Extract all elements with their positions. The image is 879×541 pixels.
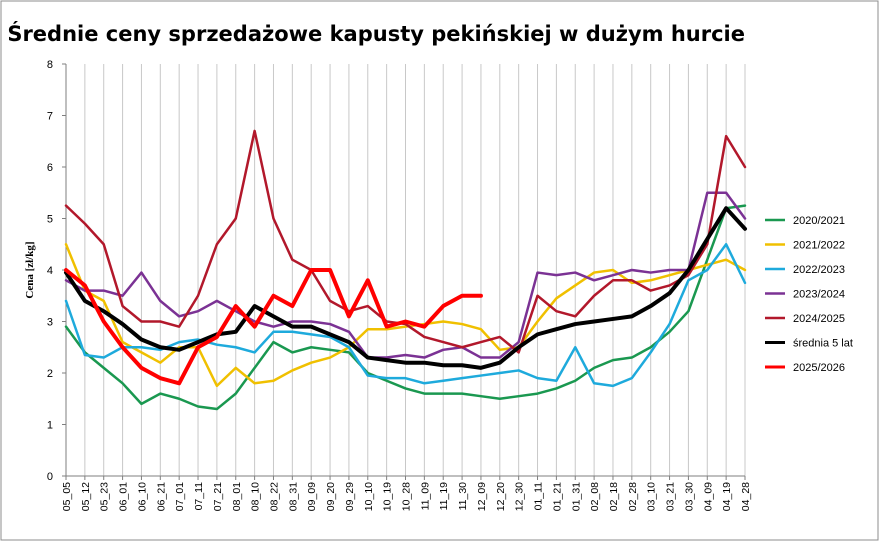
x-tick-label-09_29: 09_29 xyxy=(344,482,356,511)
x-tick-label-06_10: 06_10 xyxy=(136,482,148,511)
y-tick-label-4: 4 xyxy=(47,265,53,277)
x-tick-label-09_20: 09_20 xyxy=(325,482,337,511)
y-tick-label-5: 5 xyxy=(47,214,53,226)
series-line-3 xyxy=(64,191,747,359)
legend-label-5: średnia 5 lat xyxy=(793,338,853,350)
x-tick-label-10_19: 10_19 xyxy=(382,482,394,511)
x-tick-label-11_09: 11_09 xyxy=(419,482,431,511)
x-tick-label-11_19: 11_19 xyxy=(438,482,450,511)
legend-label-0: 2020/2021 xyxy=(793,215,845,227)
legend-label-4: 2024/2025 xyxy=(793,313,845,325)
x-tick-label-07_01: 07_01 xyxy=(174,482,186,511)
x-tick-label-02_18: 02_18 xyxy=(608,482,620,511)
x-tick-label-08_22: 08_22 xyxy=(268,482,280,511)
y-axis-label: Cena [zł/kg] xyxy=(24,241,36,298)
x-tick-label-08_10: 08_10 xyxy=(250,482,262,511)
x-tick-label-09_09: 09_09 xyxy=(306,482,318,511)
chart-title: Średnie ceny sprzedażowe kapusty pekińsk… xyxy=(7,21,745,46)
legend: 2020/2021 2021/2022 2022/2023 2023/2024 2024… xyxy=(765,215,853,374)
x-tick-label-07_11: 07_11 xyxy=(193,482,205,511)
x-tick-label-01_31: 01_31 xyxy=(570,482,582,511)
y-tick-label-8: 8 xyxy=(47,59,53,71)
series-line-5 xyxy=(64,206,747,370)
x-tick-label-12_20: 12_20 xyxy=(495,482,507,511)
x-tick-label-03_10: 03_10 xyxy=(646,482,658,511)
series-line-6 xyxy=(64,268,483,386)
x-tick-label-02_08: 02_08 xyxy=(589,482,601,511)
series-line-4 xyxy=(64,129,747,354)
series-lines xyxy=(64,129,747,411)
y-tick-label-0: 0 xyxy=(47,471,53,483)
x-tick-labels: 05_05 05_12 05_23 06_01 06_10 06_21 07_01 07_11… xyxy=(61,482,752,511)
x-tick-label-03_21: 03_21 xyxy=(665,482,677,511)
x-tick-label-11_30: 11_30 xyxy=(457,482,469,511)
x-tick-label-04_19: 04_19 xyxy=(721,482,733,511)
x-tick-label-01_11: 01_11 xyxy=(533,482,545,511)
y-tick-label-7: 7 xyxy=(47,111,53,123)
legend-label-1: 2021/2022 xyxy=(793,240,845,252)
x-tick-label-06_01: 06_01 xyxy=(118,482,130,511)
legend-label-3: 2023/2024 xyxy=(793,289,845,301)
x-tick-label-06_21: 06_21 xyxy=(155,482,167,511)
x-tick-label-10_28: 10_28 xyxy=(401,482,413,511)
x-tick-label-04_28: 04_28 xyxy=(740,482,752,511)
x-tick-label-01_21: 01_21 xyxy=(551,482,563,511)
x-tick-label-12_09: 12_09 xyxy=(476,482,488,511)
series-line-2 xyxy=(64,243,747,388)
x-tick-label-07_21: 07_21 xyxy=(212,482,224,511)
x-tick-label-05_05: 05_05 xyxy=(61,482,73,511)
y-tick-label-1: 1 xyxy=(47,420,53,432)
legend-label-6: 2025/2026 xyxy=(793,362,845,374)
series-line-1 xyxy=(64,243,747,388)
x-tick-label-05_12: 05_12 xyxy=(80,482,92,511)
x-tick-label-10_10: 10_10 xyxy=(363,482,375,511)
x-tick-label-08_31: 08_31 xyxy=(287,482,299,511)
series-line-0 xyxy=(64,204,747,411)
x-tick-label-03_30: 03_30 xyxy=(683,482,695,511)
y-tick-label-3: 3 xyxy=(47,317,53,329)
legend-label-2: 2022/2023 xyxy=(793,264,845,276)
x-tick-label-02_28: 02_28 xyxy=(627,482,639,511)
x-tick-label-04_09: 04_09 xyxy=(702,482,714,511)
x-tick-label-05_23: 05_23 xyxy=(99,482,111,511)
y-tick-label-2: 2 xyxy=(47,368,53,380)
x-tick-label-12_30: 12_30 xyxy=(514,482,526,511)
y-tick-label-6: 6 xyxy=(47,162,53,174)
x-tick-label-08_01: 08_01 xyxy=(231,482,243,511)
y-tick-labels: 0 1 2 3 4 5 6 7 8 xyxy=(47,59,53,483)
